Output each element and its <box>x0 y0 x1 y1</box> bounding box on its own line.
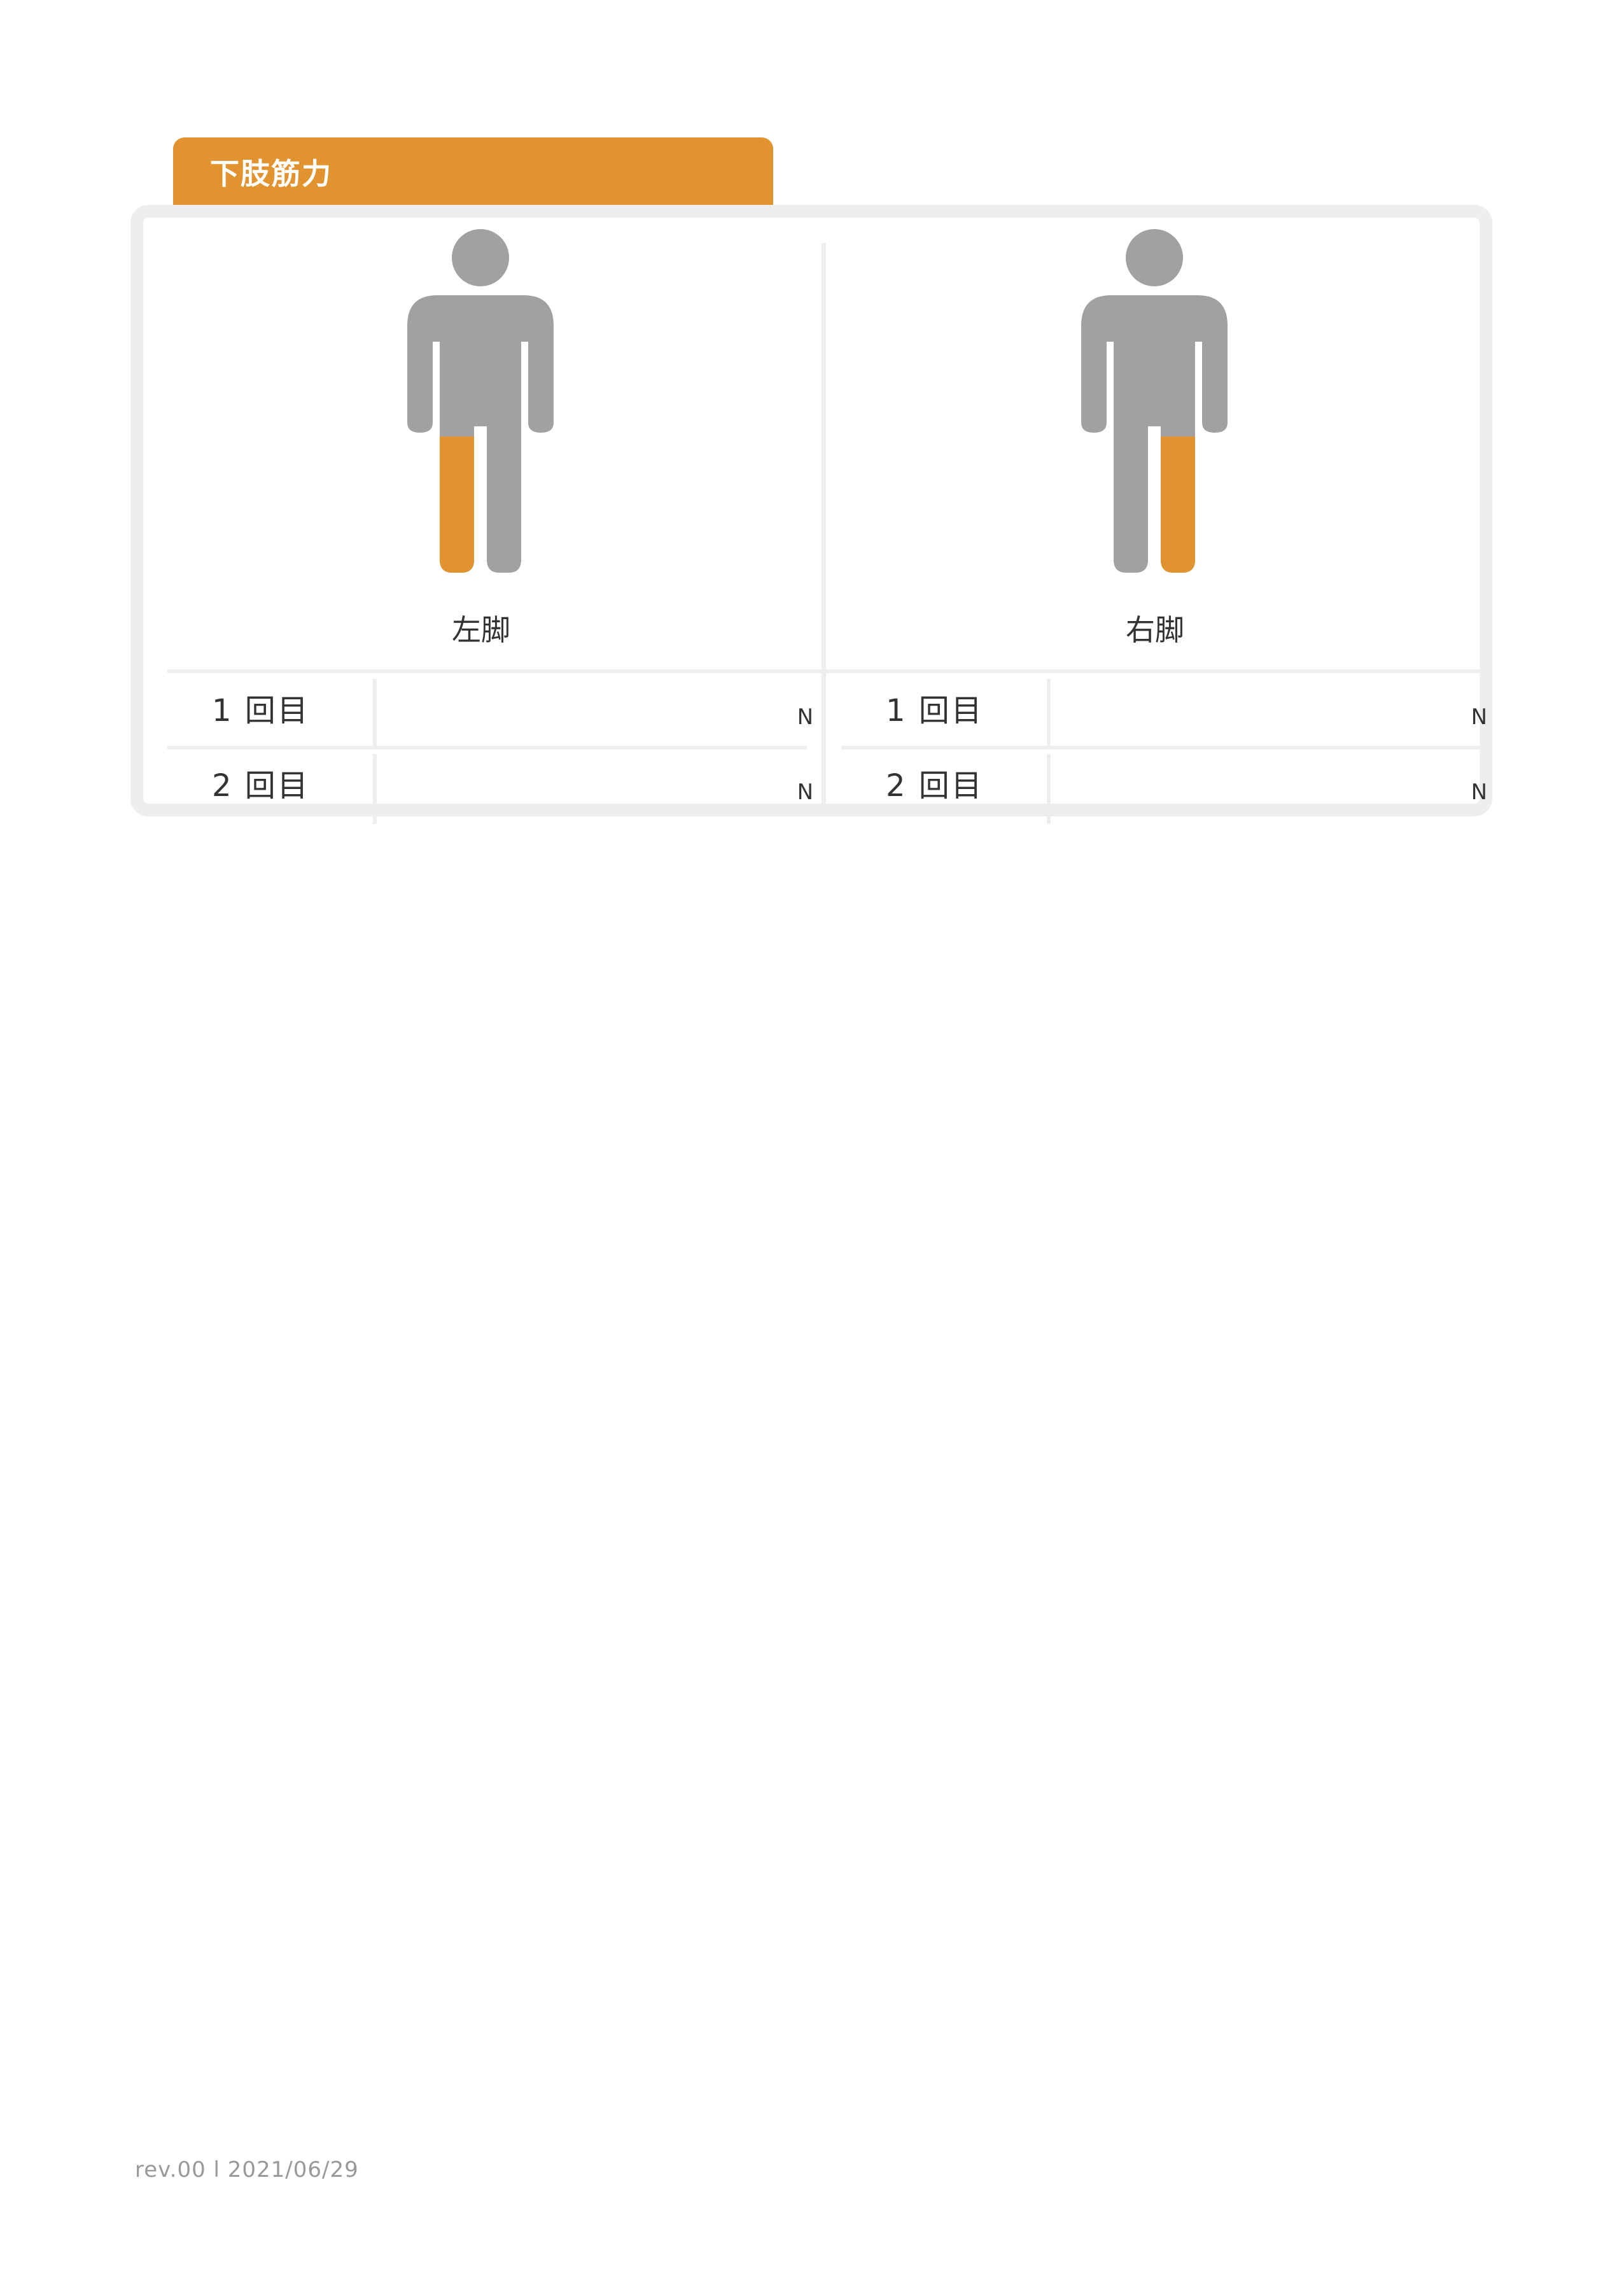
row-label: 1 回目 <box>886 693 984 729</box>
row-divider <box>373 679 377 749</box>
left-leg-label: 左脚 <box>452 613 510 647</box>
section-title: 下肢筋力 <box>210 157 332 191</box>
left-leg-row-2: 2 回目 N <box>167 754 813 824</box>
unit-label: N <box>797 779 813 805</box>
unit-label: N <box>1471 779 1487 805</box>
figure-right-leg-highlight <box>1161 437 1195 573</box>
row-label: 2 回目 <box>212 768 310 804</box>
body-figure-left-leg-highlight-icon <box>407 229 554 573</box>
row-divider <box>373 754 377 824</box>
row-rule <box>167 746 807 750</box>
row-label: 2 回目 <box>886 768 984 804</box>
left-leg-column: 左脚 1 回目 N 2 回目 N <box>143 218 819 824</box>
left-leg-trial-2-input[interactable] <box>384 759 755 818</box>
left-leg-trial-1-input[interactable] <box>384 684 755 743</box>
revision-footer: rev.00 l 2021/06/29 <box>135 2157 359 2183</box>
row-divider <box>1047 754 1051 824</box>
body-figure-right-leg-highlight-icon <box>1081 229 1228 573</box>
right-leg-row-2: 2 回目 N <box>841 754 1487 824</box>
unit-label: N <box>1471 704 1487 730</box>
right-leg-column: 右脚 1 回目 N 2 回目 N <box>817 218 1493 824</box>
lower-limb-strength-panel: 左脚 1 回目 N 2 回目 N 右脚 1 回目 N <box>130 205 1493 824</box>
left-leg-row-1: 1 回目 N <box>167 679 813 749</box>
right-leg-row-1: 1 回目 N <box>841 679 1487 749</box>
unit-label: N <box>797 704 813 730</box>
header-rule <box>167 669 1480 673</box>
right-leg-trial-1-input[interactable] <box>1058 684 1429 743</box>
figure-left-leg-highlight <box>440 437 474 573</box>
center-divider <box>822 243 826 811</box>
figure-head <box>1126 229 1183 286</box>
row-rule <box>841 746 1481 750</box>
row-label: 1 回目 <box>212 693 310 729</box>
section-tab: 下肢筋力 <box>173 137 773 206</box>
right-leg-label: 右脚 <box>1126 613 1184 647</box>
right-leg-trial-2-input[interactable] <box>1058 759 1429 818</box>
row-divider <box>1047 679 1051 749</box>
figure-head <box>452 229 509 286</box>
